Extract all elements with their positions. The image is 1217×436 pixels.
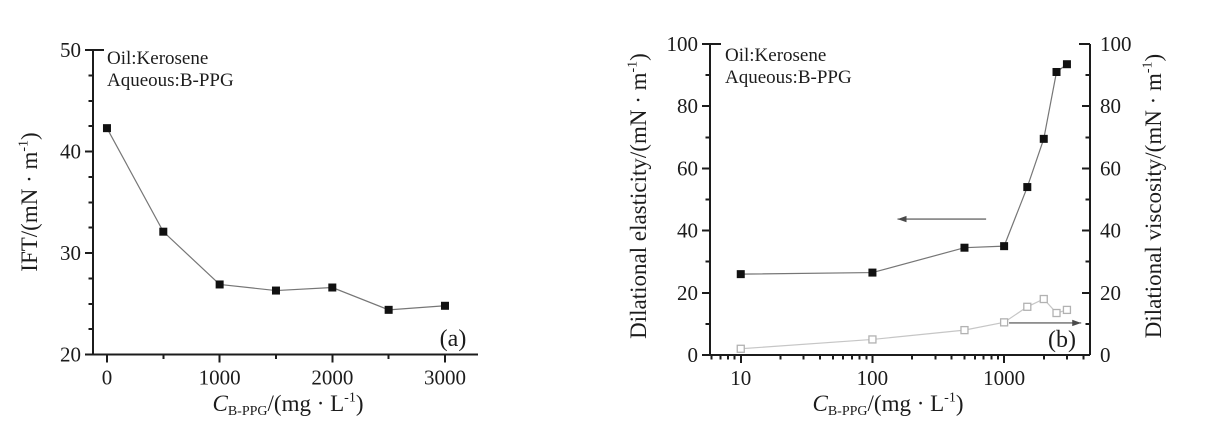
y-tick-label: 60 [677,156,698,180]
axes [85,49,478,363]
y-tick-label: 30 [60,241,81,265]
filled-square-marker [868,268,877,277]
annotation-line: Aqueous:B-PPG [725,67,852,88]
filled-square-marker [215,280,224,289]
right-tick-label: 80 [1100,94,1121,118]
open-square-marker [1023,302,1032,311]
y-tick-label: 40 [60,140,81,164]
chart-b-panel: 0 0 20 20 40 40 60 60 80 80 100 100 10 100 1000 Oil:Ker… [625,32,1166,419]
y-tick-label: 100 [667,32,699,56]
open-square-marker [999,318,1009,327]
filled-square-marker [1039,134,1048,143]
open-square-marker [868,335,877,344]
annotation-line: Aqueous:B-PPG [107,70,234,91]
filled-square-marker [440,301,449,310]
dilational-viscosity-series [736,294,1072,353]
x-tick-label: 10 [730,366,751,390]
left-arrow [897,215,987,223]
open-square-marker [960,325,969,335]
dilational-elasticity-series [736,60,1071,279]
y-tick-label: 50 [60,38,81,62]
chart-a-panel: 20 30 40 50 0 1000 2000 3000 Oil:KeroseneAqueous… [16,38,478,419]
x-tick-label: 100 [857,366,889,390]
arrowhead [897,215,907,223]
filled-square-marker [102,124,111,133]
x-axis-title: CB-PPG/(mg · L-1) [812,390,963,419]
right-arrow [1009,319,1082,327]
filled-square-marker [736,270,745,279]
x-tick-label: 3000 [424,366,466,390]
panel-label: (b) [1048,327,1076,353]
annotation-line: Oil:Kerosene [107,48,208,69]
series-line [106,127,446,311]
filled-square-marker [1052,67,1061,76]
right-tick-label: 0 [1100,343,1111,367]
filled-square-marker [328,283,337,292]
y-tick-label: 20 [60,343,81,367]
right-tick-label: 20 [1100,281,1121,305]
annotation-line: Oil:Kerosene [725,45,826,66]
filled-square-marker [1062,60,1071,69]
ift-series [102,124,449,314]
arrowhead [1072,319,1082,327]
y-axis-title-left: Dilational elasticity/(mN · m-1) [625,53,651,339]
open-square-marker [1039,294,1048,304]
filled-square-marker [271,286,280,295]
x-tick-label: 1000 [199,366,241,390]
filled-square-marker [159,227,168,236]
y-tick-label: 40 [677,219,698,243]
y-axis-title-left: IFT/(mN · m-1) [16,132,42,271]
y-axis-title-right: Dilational viscosity/(mN · m-1) [1140,54,1166,338]
y-tick-label: 0 [688,343,699,367]
series-line [740,63,1068,275]
axes [702,43,1091,363]
y-tick-label: 80 [677,94,698,118]
filled-square-marker [960,243,969,252]
right-tick-label: 40 [1100,219,1121,243]
open-square-marker [1062,305,1072,315]
x-tick-label: 1000 [983,366,1025,390]
filled-square-marker [384,305,393,314]
series-line [740,298,1068,350]
right-tick-label: 60 [1100,156,1121,180]
x-tick-label: 2000 [311,366,353,390]
open-square-marker [1052,308,1061,318]
filled-square-marker [1023,183,1032,192]
x-axis-title: CB-PPG/(mg · L-1) [212,390,363,419]
y-tick-label: 20 [677,281,698,305]
filled-square-marker [1000,242,1009,251]
open-square-marker [736,344,745,353]
panel-label: (a) [440,326,467,352]
x-tick-label: 0 [102,366,113,390]
right-tick-label: 100 [1100,32,1132,56]
